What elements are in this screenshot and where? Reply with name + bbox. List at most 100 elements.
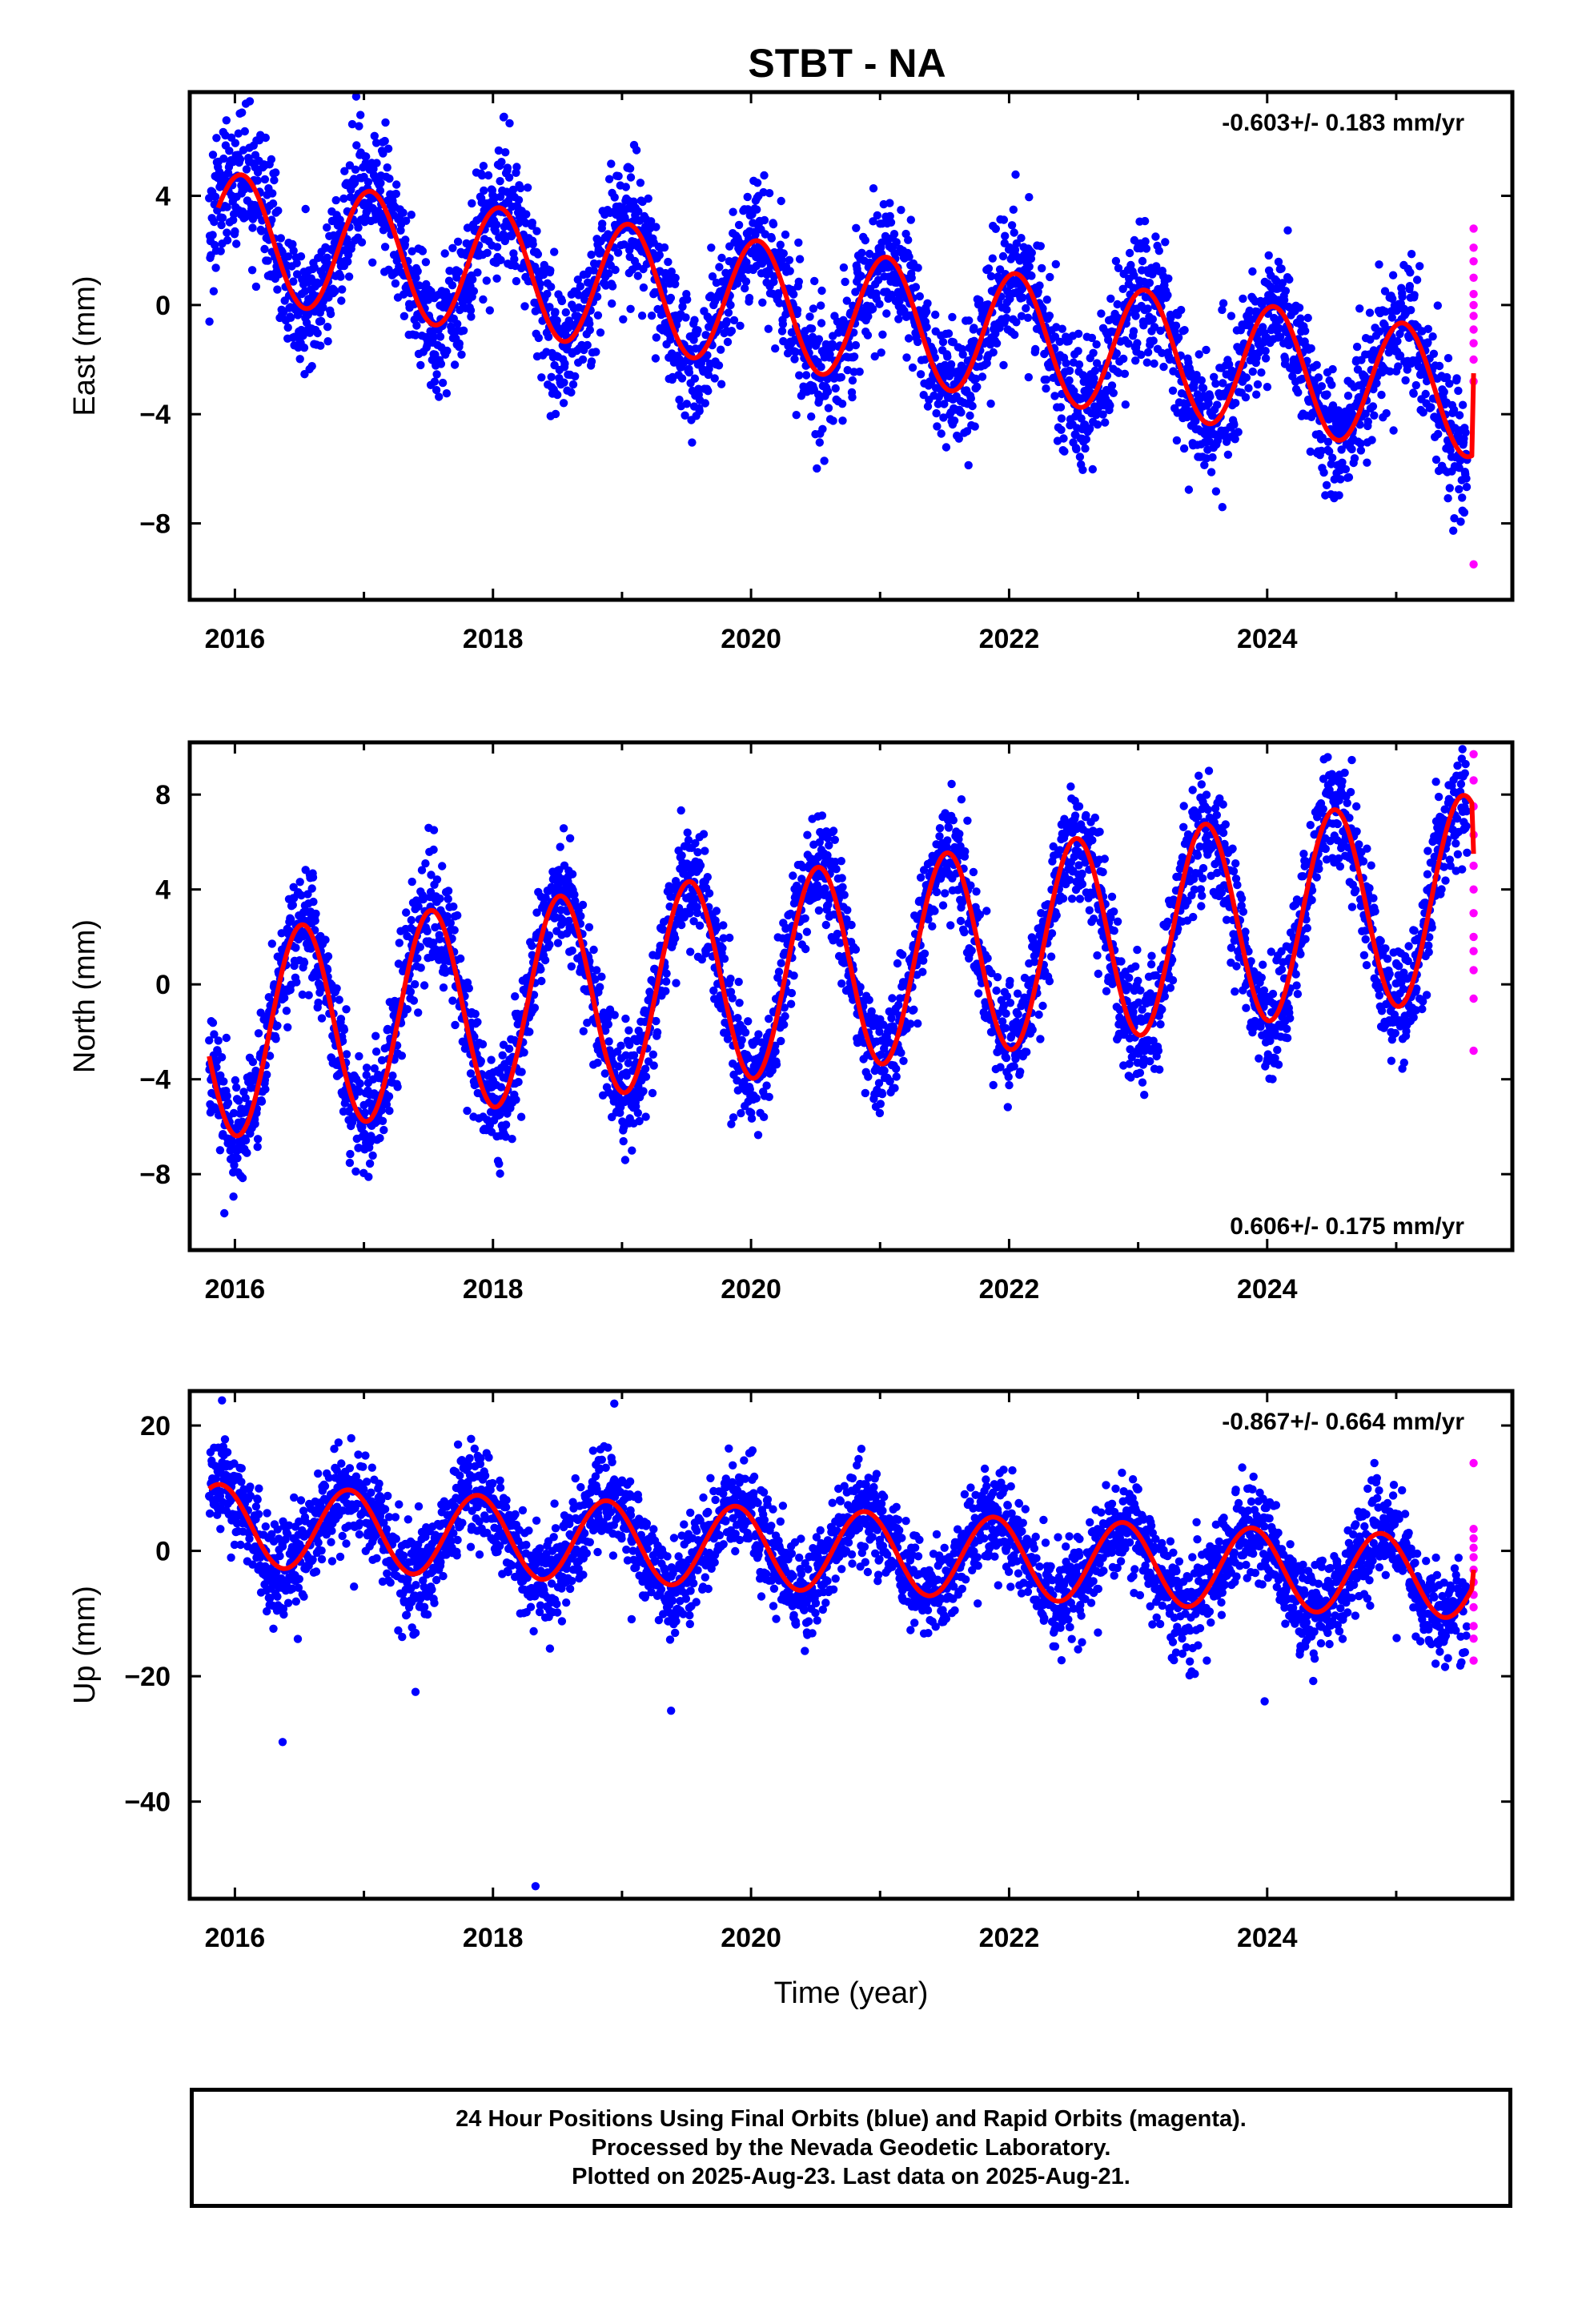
final-orbit-point — [362, 1071, 371, 1080]
final-orbit-point — [484, 171, 493, 180]
final-orbit-point — [593, 311, 603, 320]
final-orbit-point — [870, 352, 879, 361]
final-orbit-point — [1393, 336, 1402, 346]
final-orbit-point — [715, 263, 724, 271]
final-orbit-point — [1090, 366, 1100, 376]
final-orbit-point — [553, 939, 563, 947]
final-orbit-point — [851, 340, 861, 350]
final-orbit-point — [1328, 453, 1337, 462]
final-orbit-point — [561, 308, 570, 317]
final-orbit-point — [1328, 364, 1337, 374]
final-orbit-point — [371, 1047, 381, 1056]
final-orbit-point — [1151, 232, 1160, 241]
final-orbit-point — [1027, 271, 1036, 280]
final-orbit-point — [589, 266, 598, 275]
final-orbit-point — [1401, 376, 1410, 385]
final-orbit-point — [651, 354, 661, 363]
final-orbit-point — [786, 999, 796, 1008]
final-orbit-point — [567, 962, 576, 971]
final-orbit-point — [1177, 305, 1186, 315]
final-orbit-point — [708, 272, 717, 281]
final-orbit-point — [689, 336, 698, 344]
rapid-orbit-point — [1469, 224, 1478, 233]
final-orbit-point — [1242, 373, 1251, 382]
final-orbit-point — [303, 890, 312, 899]
final-orbit-point — [1058, 324, 1067, 333]
final-orbit-point — [1434, 429, 1443, 439]
final-orbit-point — [283, 323, 292, 332]
final-orbit-point — [641, 1112, 650, 1121]
final-orbit-point — [752, 1094, 761, 1103]
final-orbit-point — [283, 252, 293, 261]
final-orbit-point — [497, 158, 506, 167]
final-orbit-point — [451, 1020, 460, 1030]
final-orbit-point — [614, 1062, 623, 1071]
final-orbit-point — [966, 394, 976, 403]
final-orbit-point — [487, 1055, 496, 1064]
final-orbit-point — [904, 235, 913, 244]
final-orbit-point — [241, 1094, 250, 1103]
final-orbit-point — [913, 263, 922, 272]
final-orbit-point — [992, 339, 1002, 348]
final-orbit-point — [753, 179, 762, 187]
final-orbit-point — [897, 206, 905, 215]
final-orbit-point — [232, 1083, 241, 1092]
final-orbit-point — [360, 1108, 370, 1117]
final-orbit-point — [1277, 264, 1286, 273]
final-orbit-point — [443, 346, 452, 356]
final-orbit-point — [414, 902, 423, 911]
final-orbit-point — [375, 1134, 384, 1143]
final-orbit-point — [367, 1132, 375, 1140]
final-orbit-point — [666, 293, 676, 303]
final-orbit-point — [265, 1051, 275, 1060]
final-orbit-point — [916, 370, 926, 379]
final-orbit-point — [1164, 274, 1173, 283]
rapid-orbit-point — [1469, 257, 1478, 266]
rapid-orbit-point — [1469, 355, 1478, 364]
final-orbit-point — [596, 983, 604, 991]
final-orbit-point — [802, 927, 812, 936]
final-orbit-point — [498, 1051, 507, 1060]
final-orbit-point — [576, 911, 585, 921]
final-orbit-point — [231, 139, 240, 147]
final-orbit-point — [254, 1029, 263, 1038]
final-orbit-point — [1092, 340, 1101, 349]
final-orbit-point — [495, 1160, 504, 1168]
final-orbit-point — [1458, 493, 1467, 502]
final-orbit-point — [592, 348, 600, 356]
final-orbit-point — [857, 271, 865, 280]
final-orbit-point — [1225, 360, 1234, 369]
final-orbit-point — [346, 1149, 355, 1159]
final-orbit-point — [1022, 304, 1030, 313]
final-orbit-point — [289, 277, 298, 286]
final-orbit-point — [380, 243, 390, 251]
final-orbit-point — [208, 231, 217, 239]
final-orbit-point — [385, 1106, 394, 1116]
final-orbit-point — [1344, 472, 1354, 482]
final-orbit-point — [1439, 388, 1448, 396]
final-orbit-point — [314, 998, 323, 1007]
final-orbit-point — [1075, 452, 1085, 461]
final-orbit-point — [1163, 291, 1172, 300]
final-orbit-point — [209, 287, 219, 296]
final-orbit-point — [448, 243, 457, 252]
final-orbit-point — [873, 275, 883, 284]
final-orbit-point — [607, 159, 616, 168]
final-orbit-point — [1405, 282, 1415, 291]
final-orbit-point — [444, 895, 452, 903]
final-orbit-point — [352, 141, 361, 150]
final-orbit-point — [397, 1051, 407, 1060]
final-orbit-point — [402, 216, 411, 225]
final-orbit-point — [1388, 271, 1398, 279]
final-orbit-point — [309, 897, 318, 907]
final-orbit-point — [477, 171, 487, 180]
final-orbit-point — [364, 1172, 373, 1181]
final-orbit-point — [894, 315, 903, 324]
final-orbit-point — [263, 256, 272, 265]
final-orbit-point — [760, 171, 769, 180]
final-orbit-point — [741, 283, 749, 293]
final-orbit-point — [970, 324, 978, 332]
final-orbit-point — [624, 1026, 633, 1035]
final-orbit-point — [703, 873, 712, 882]
